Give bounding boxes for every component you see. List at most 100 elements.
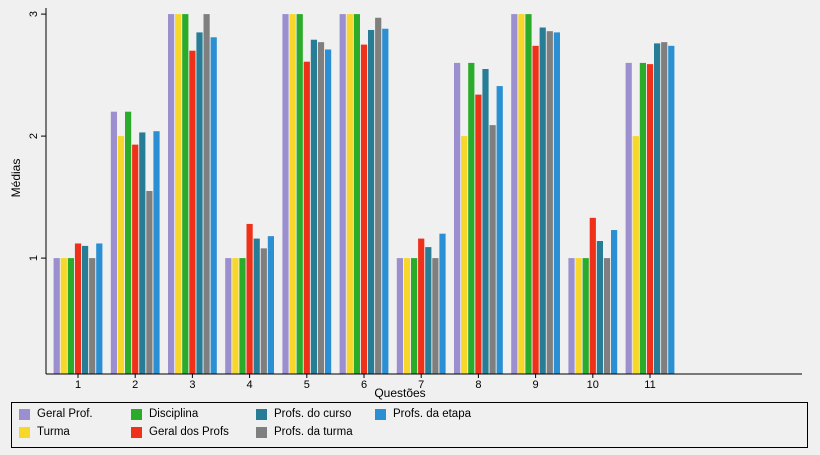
bar [439,233,446,374]
legend-label: Geral Prof. [37,408,93,420]
legend-swatch [131,426,142,438]
legend-label: Geral dos Profs [149,426,229,438]
legend-label: Turma [37,426,70,438]
bar [375,17,382,374]
bar [303,61,310,375]
legend-item: Profs. do curso [256,408,351,420]
legend-item: Turma [19,426,70,438]
bar [253,238,260,374]
legend-label: Profs. do curso [274,408,352,420]
bar [117,136,125,374]
bar [353,14,360,374]
bar [582,258,589,374]
bar [203,14,210,374]
bar [153,131,160,374]
bar [454,62,461,375]
bar [575,258,582,374]
bar [646,64,654,375]
x-tick-label: 2 [132,379,138,391]
bar [317,42,325,374]
bar [654,43,661,374]
bar [310,39,317,374]
legend-swatch [19,426,30,438]
bar [432,258,439,374]
bar [232,258,239,374]
bar [603,258,611,374]
legend-label: Disciplina [149,408,199,420]
bar [289,14,296,374]
legend-item: Geral Prof. [19,408,93,420]
bar [168,14,175,374]
bar [89,258,96,374]
x-tick-label: 5 [304,379,310,391]
axes: 1 2 3 1 2 3 4 5 6 7 8 9 10 11 [28,8,802,391]
bar [382,28,389,375]
bar [189,50,196,374]
legend-swatch [256,426,267,438]
bar [74,243,82,374]
bar [346,14,353,374]
bar [96,243,103,374]
bar [360,44,368,374]
x-tick-label: 11 [644,379,655,391]
bars [53,14,675,375]
bar [461,136,468,374]
bar [568,258,575,374]
legend-item: Disciplina [131,408,198,420]
bar [632,136,639,374]
legend-item: Profs. da etapa [375,408,471,420]
legend-swatch [375,408,386,420]
bar [267,236,274,374]
y-axis-label: Médias [9,159,23,198]
bar [110,111,117,374]
legend-swatch [19,408,30,420]
bar [403,258,411,374]
bar [553,32,560,375]
bar [425,247,432,374]
x-tick-label: 10 [587,379,599,391]
y-tick-label: 1 [28,255,40,261]
legend: Geral Prof. Turma Disciplina Geral dos Prof… [11,402,808,448]
bar [182,14,189,374]
bar [132,144,139,374]
bar [282,14,289,374]
legend-label: Profs. da etapa [393,408,471,420]
x-tick-label: 3 [189,379,195,391]
bar [518,14,525,374]
bar [411,258,418,374]
bar [246,223,253,374]
bar [482,69,489,374]
bar [82,245,89,374]
bar [67,258,74,374]
y-tick-label: 3 [28,11,40,17]
bar [539,27,546,375]
bar [511,14,518,374]
legend-item: Geral dos Profs [131,426,229,438]
bar [146,191,153,374]
bar [175,14,182,374]
bar [196,32,203,375]
x-axis-label: Questões [374,386,425,400]
x-tick-label: 8 [475,379,481,391]
legend-swatch [256,408,267,420]
x-tick-label: 6 [361,379,367,391]
bar [418,238,425,374]
bar [225,258,232,374]
bar [661,42,668,374]
x-tick-label: 9 [533,379,539,391]
bar [53,258,60,374]
legend-swatch [131,408,142,420]
bar [546,31,553,375]
bar [139,132,146,374]
bar [475,94,482,375]
bar [325,49,332,374]
bar [210,37,217,374]
legend-label: Profs. da turma [274,426,353,438]
y-tick-label: 2 [28,133,40,139]
bar [611,230,618,374]
bar [60,258,67,374]
x-tick-label: 7 [418,379,424,391]
bar [625,62,632,375]
bar [339,14,346,374]
bar [239,258,246,374]
